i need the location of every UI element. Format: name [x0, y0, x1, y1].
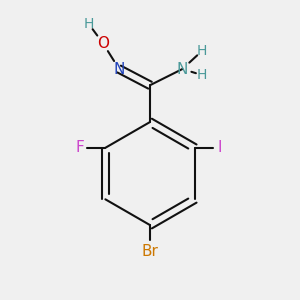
Text: F: F [76, 140, 85, 155]
Text: H: H [196, 44, 207, 58]
Text: H: H [196, 68, 207, 82]
Text: Br: Br [142, 244, 158, 259]
Text: I: I [218, 140, 222, 155]
Text: H: H [84, 17, 94, 31]
Text: N: N [113, 61, 125, 76]
Text: O: O [97, 36, 109, 51]
Text: N: N [177, 61, 188, 76]
